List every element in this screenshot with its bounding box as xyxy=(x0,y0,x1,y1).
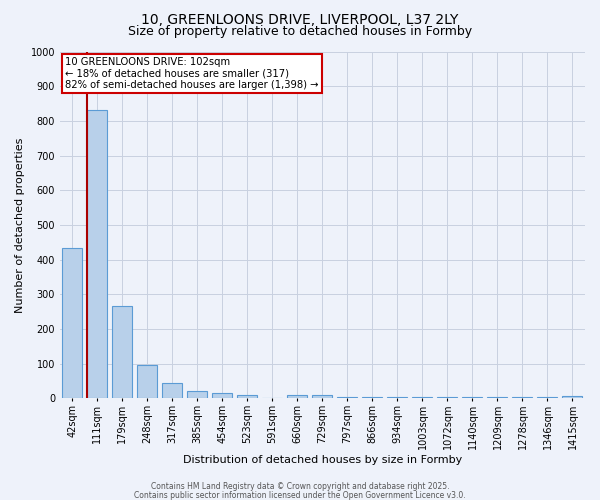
Text: 10 GREENLOONS DRIVE: 102sqm
← 18% of detached houses are smaller (317)
82% of se: 10 GREENLOONS DRIVE: 102sqm ← 18% of det… xyxy=(65,56,319,90)
Bar xyxy=(487,396,508,398)
Bar xyxy=(88,110,107,399)
Bar xyxy=(538,396,557,398)
Bar xyxy=(362,396,382,398)
Bar xyxy=(337,396,358,398)
X-axis label: Distribution of detached houses by size in Formby: Distribution of detached houses by size … xyxy=(183,455,462,465)
Bar xyxy=(388,396,407,398)
Bar xyxy=(163,383,182,398)
Text: 10, GREENLOONS DRIVE, LIVERPOOL, L37 2LY: 10, GREENLOONS DRIVE, LIVERPOOL, L37 2LY xyxy=(142,12,458,26)
Text: Size of property relative to detached houses in Formby: Size of property relative to detached ho… xyxy=(128,25,472,38)
Bar xyxy=(187,392,208,398)
Bar xyxy=(62,248,82,398)
Bar xyxy=(212,393,232,398)
Bar xyxy=(562,396,583,398)
Bar xyxy=(238,395,257,398)
Bar xyxy=(287,395,307,398)
Y-axis label: Number of detached properties: Number of detached properties xyxy=(15,138,25,312)
Bar xyxy=(512,396,532,398)
Bar xyxy=(437,396,457,398)
Bar xyxy=(412,396,433,398)
Text: Contains HM Land Registry data © Crown copyright and database right 2025.: Contains HM Land Registry data © Crown c… xyxy=(151,482,449,491)
Text: Contains public sector information licensed under the Open Government Licence v3: Contains public sector information licen… xyxy=(134,490,466,500)
Bar xyxy=(313,395,332,398)
Bar xyxy=(137,366,157,398)
Bar xyxy=(112,306,133,398)
Bar xyxy=(463,396,482,398)
